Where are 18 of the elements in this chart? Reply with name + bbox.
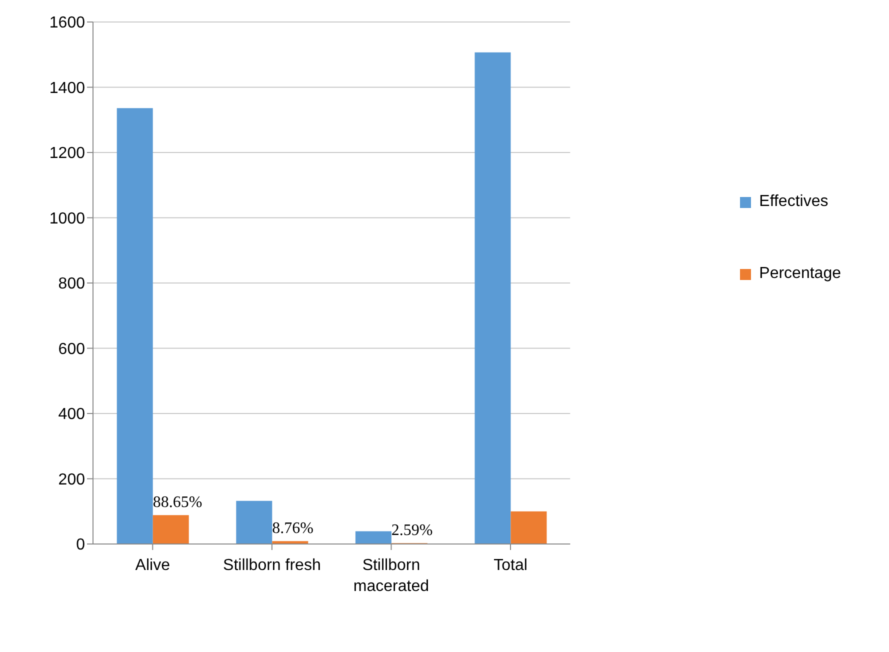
- y-tick-label: 0: [76, 536, 86, 554]
- legend-label: Effectives: [759, 193, 828, 211]
- x-tick-label: Stillborn fresh: [223, 557, 321, 574]
- y-tick-label: 1000: [49, 210, 86, 228]
- x-tick-label: Stillborn macerated: [353, 557, 430, 595]
- y-tick-label: 200: [58, 471, 86, 488]
- y-tick-label: 1600: [49, 14, 86, 32]
- x-tick-label: Alive: [135, 557, 170, 574]
- data-label: 8.76%: [272, 520, 314, 538]
- data-label: 2.59%: [391, 522, 433, 540]
- y-tick-label: 1400: [49, 80, 86, 97]
- y-tick-label: 800: [58, 276, 86, 293]
- x-tick-label: Total: [494, 557, 528, 574]
- y-tick-label: 1200: [49, 145, 86, 162]
- y-tick-label: 600: [58, 340, 86, 358]
- y-tick-label: 400: [58, 406, 86, 424]
- legend-label: Percentage: [759, 265, 841, 283]
- data-label: 88.65%: [152, 494, 202, 512]
